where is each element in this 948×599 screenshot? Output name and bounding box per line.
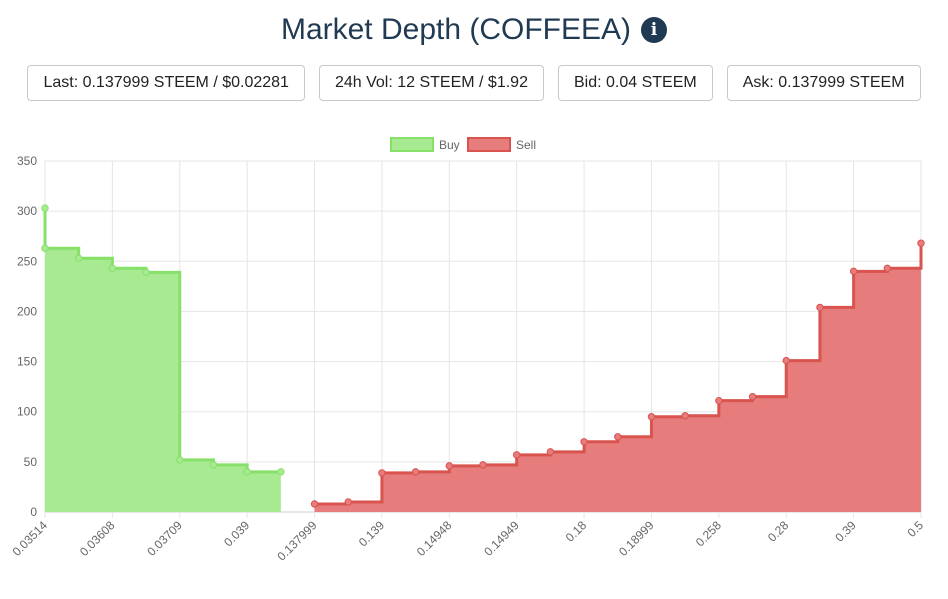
sell-point [580, 438, 588, 446]
sell-point [849, 267, 858, 276]
sell-point [917, 239, 925, 247]
x-tick-label: 0.14948 [414, 518, 455, 559]
legend-label-sell: Sell [516, 138, 536, 152]
x-tick-label: 0.03608 [77, 518, 118, 559]
sell-point [748, 392, 757, 401]
sell-point [614, 433, 622, 441]
market-depth-chart: 0 50 100 150 200 250 300 350 0.03514 0.03608 0.037… [10, 137, 926, 564]
y-tick-label: 0 [30, 505, 37, 519]
sell-point [512, 451, 521, 459]
bid-badge: Bid: 0.04 STEEM [557, 65, 713, 101]
info-icon[interactable]: i [641, 17, 668, 43]
buy-point [74, 254, 83, 262]
sell-area [314, 243, 921, 512]
y-tick-label: 200 [17, 304, 37, 318]
sell-point [647, 413, 656, 421]
buy-point [142, 268, 150, 277]
sell-point [310, 500, 319, 508]
sell-point [344, 498, 352, 506]
x-tick-label: 0.139 [356, 518, 387, 549]
sell-point [883, 264, 892, 273]
sell-point [546, 448, 555, 456]
y-tick-label: 100 [17, 405, 37, 419]
sell-point [411, 468, 420, 476]
buy-point [176, 456, 184, 464]
x-tick-label: 0.18999 [616, 518, 657, 559]
x-tick-label: 0.258 [693, 518, 724, 549]
sell-point [715, 396, 723, 405]
buy-point [277, 468, 285, 476]
y-tick-label: 250 [17, 254, 37, 268]
sell-point [479, 461, 487, 469]
buy-point [41, 204, 49, 212]
buy-point [108, 264, 117, 273]
x-tick-label: 0.03514 [10, 518, 51, 559]
x-tick-label: 0.39 [832, 518, 859, 545]
x-tick-label: 0.137999 [274, 518, 320, 564]
sell-point [445, 462, 454, 470]
x-tick-label: 0.5 [904, 518, 926, 540]
y-tick-label: 150 [17, 355, 37, 369]
sell-point [782, 356, 790, 365]
legend-swatch-sell [467, 137, 511, 152]
x-tick-label: 0.039 [221, 518, 252, 549]
x-tick-label: 0.03709 [144, 518, 185, 559]
buy-point [209, 461, 218, 469]
legend-label-buy: Buy [439, 138, 460, 152]
y-tick-label: 50 [24, 455, 38, 469]
ask-badge: Ask: 0.137999 STEEM [726, 65, 921, 101]
buy-area [45, 208, 281, 512]
sell-point [378, 469, 386, 477]
y-tick-label: 350 [17, 154, 37, 168]
x-tick-label: 0.28 [765, 518, 792, 545]
stats-bar: Last: 0.137999 STEEM / $0.02281 24h Vol:… [0, 65, 948, 101]
buy-point [41, 244, 49, 252]
x-tick-label: 0.14949 [481, 518, 522, 559]
sell-point [816, 303, 824, 312]
x-tick-label: 0.18 [563, 518, 590, 545]
legend-swatch-buy [390, 137, 434, 152]
title-row: Market Depth (COFFEEA) i [0, 8, 948, 52]
y-tick-label: 300 [17, 204, 37, 218]
volume-badge: 24h Vol: 12 STEEM / $1.92 [318, 65, 544, 101]
sell-point [681, 412, 689, 420]
buy-point [243, 468, 251, 476]
page-title: Market Depth (COFFEEA) [280, 13, 632, 46]
last-price-badge: Last: 0.137999 STEEM / $0.02281 [27, 65, 305, 101]
